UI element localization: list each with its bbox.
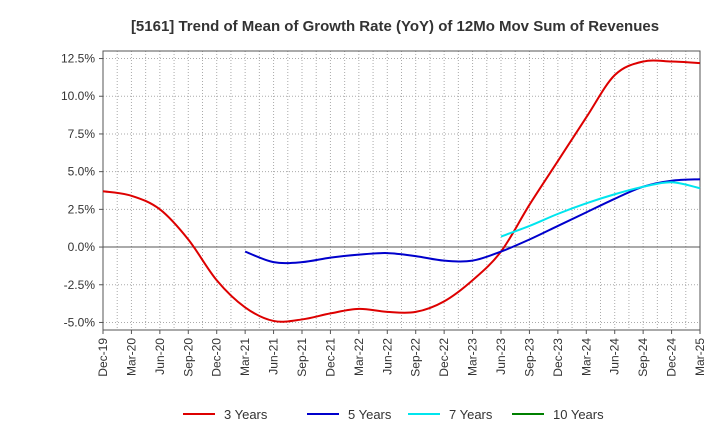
- x-tick-label: Jun-24: [608, 338, 622, 375]
- x-tick-label: Dec-22: [437, 338, 451, 377]
- x-tick-label: Dec-20: [210, 338, 224, 377]
- plot-border: [102, 50, 701, 331]
- x-tick-label: Dec-24: [665, 338, 679, 377]
- x-tick-label: Dec-21: [323, 338, 337, 377]
- x-tick-label: Jun-23: [494, 338, 508, 375]
- x-tick-label: Dec-19: [96, 338, 110, 377]
- x-tick-label: Mar-22: [352, 338, 366, 376]
- y-tick-label: 7.5%: [68, 127, 96, 141]
- x-tick-label: Mar-21: [238, 338, 252, 376]
- chart-title: [5161] Trend of Mean of Growth Rate (YoY…: [131, 18, 659, 35]
- x-axis-ticks: Dec-19 Mar-20 Jun-20 Sep-20 Dec-20 Mar-21 Jun-…: [96, 330, 707, 377]
- grid: [102, 51, 701, 330]
- x-tick-label: Sep-22: [409, 338, 423, 377]
- x-tick-label: Sep-24: [636, 338, 650, 377]
- x-tick-label: Sep-21: [295, 338, 309, 377]
- x-tick-label: Mar-20: [124, 338, 138, 376]
- y-tick-label: 5.0%: [68, 165, 96, 179]
- legend-label-10-years: 10 Years: [553, 407, 604, 422]
- y-tick-label: 0.0%: [68, 240, 96, 254]
- x-tick-label: Mar-24: [579, 338, 593, 376]
- y-tick-label: -5.0%: [64, 315, 96, 329]
- y-tick-label: 10.0%: [61, 89, 95, 103]
- y-axis-ticks: 12.5% 10.0% 7.5% 5.0% 2.5% 0.0% -2.5% -5.0%: [61, 52, 103, 329]
- legend: 3 Years 5 Years 7 Years 10 Years: [183, 407, 604, 422]
- x-tick-label: Sep-20: [181, 338, 195, 377]
- x-tick-label: Jun-21: [267, 338, 281, 375]
- x-tick-label: Dec-23: [551, 338, 565, 377]
- y-tick-label: 2.5%: [68, 202, 96, 216]
- axes: [102, 50, 701, 331]
- legend-label-3-years: 3 Years: [224, 407, 268, 422]
- y-tick-label: -2.5%: [64, 278, 96, 292]
- x-tick-label: Mar-23: [466, 338, 480, 376]
- x-tick-label: Jun-20: [153, 338, 167, 375]
- series-group: [102, 59, 701, 323]
- x-tick-label: Mar-25: [693, 338, 707, 376]
- legend-label-5-years: 5 Years: [348, 407, 392, 422]
- series-line-7-years: [500, 181, 701, 238]
- x-tick-label: Sep-23: [522, 338, 536, 377]
- series-line-3-years: [102, 59, 701, 323]
- y-tick-label: 12.5%: [61, 52, 95, 66]
- legend-label-7-years: 7 Years: [449, 407, 493, 422]
- series-line-5-years: [244, 178, 701, 265]
- x-tick-label: Jun-22: [380, 338, 394, 375]
